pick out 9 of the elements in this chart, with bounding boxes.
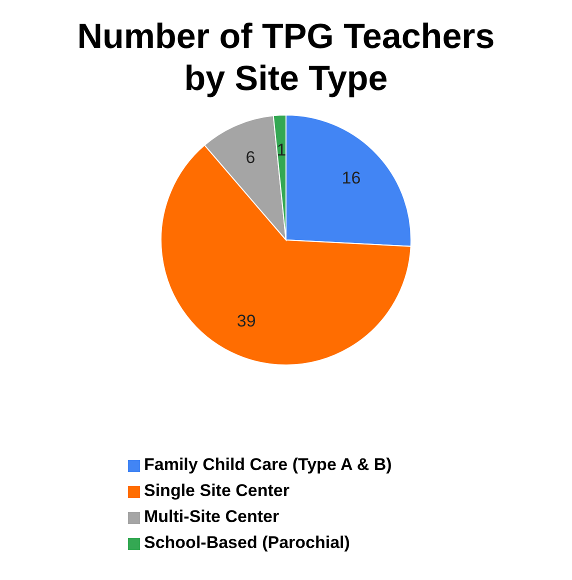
data-label: 1 [276, 140, 286, 160]
legend-label: Single Site Center [144, 481, 290, 500]
legend-label: School-Based (Parochial) [144, 533, 350, 552]
legend-label: Multi-Site Center [144, 507, 280, 526]
legend-label: Family Child Care (Type A & B) [144, 455, 392, 474]
data-label: 39 [236, 311, 256, 330]
data-label: 16 [342, 168, 361, 188]
data-label: 6 [246, 148, 256, 167]
chart-title: Number of TPG Teachers by Site Type [76, 16, 496, 100]
